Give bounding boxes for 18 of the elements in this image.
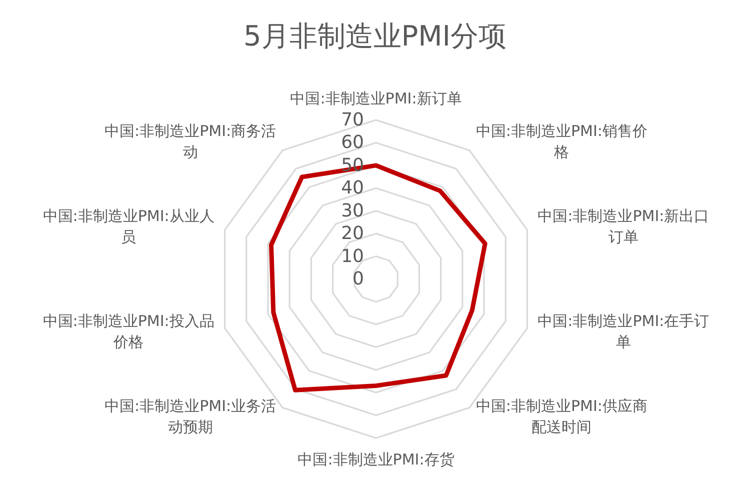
y-tick-label: 30 [341,200,364,222]
chart-title: 5月非制造业PMI分项 [243,20,507,52]
y-tick-label: 40 [341,178,364,199]
spoke-label: 中国:非制造业PMI:供应商配送时间 [476,397,648,436]
spoke-label: 中国:非制造业PMI:在手订单 [538,312,710,352]
spoke-label: 中国:非制造业PMI:新订单 [290,90,462,108]
spoke-label: 中国:非制造业PMI:销售价格 [476,122,648,161]
y-tick-label: 60 [341,132,364,154]
spoke-label: 中国:非制造业PMI:投入品价格 [42,312,214,352]
spoke-label: 中国:非制造业PMI:从业人员 [42,206,214,246]
y-tick-label: 20 [341,223,364,244]
y-tick-label: 0 [352,268,364,290]
spoke-label: 中国:非制造业PMI:新出口订单 [538,206,710,246]
spoke-label: 中国:非制造业PMI:业务活动预期 [104,397,276,436]
spoke-label: 中国:非制造业PMI:存货 [298,450,454,468]
y-tick-label: 70 [341,110,364,130]
y-tick-label: 10 [341,246,364,267]
spoke-label: 中国:非制造业PMI:商务活动 [104,122,276,161]
